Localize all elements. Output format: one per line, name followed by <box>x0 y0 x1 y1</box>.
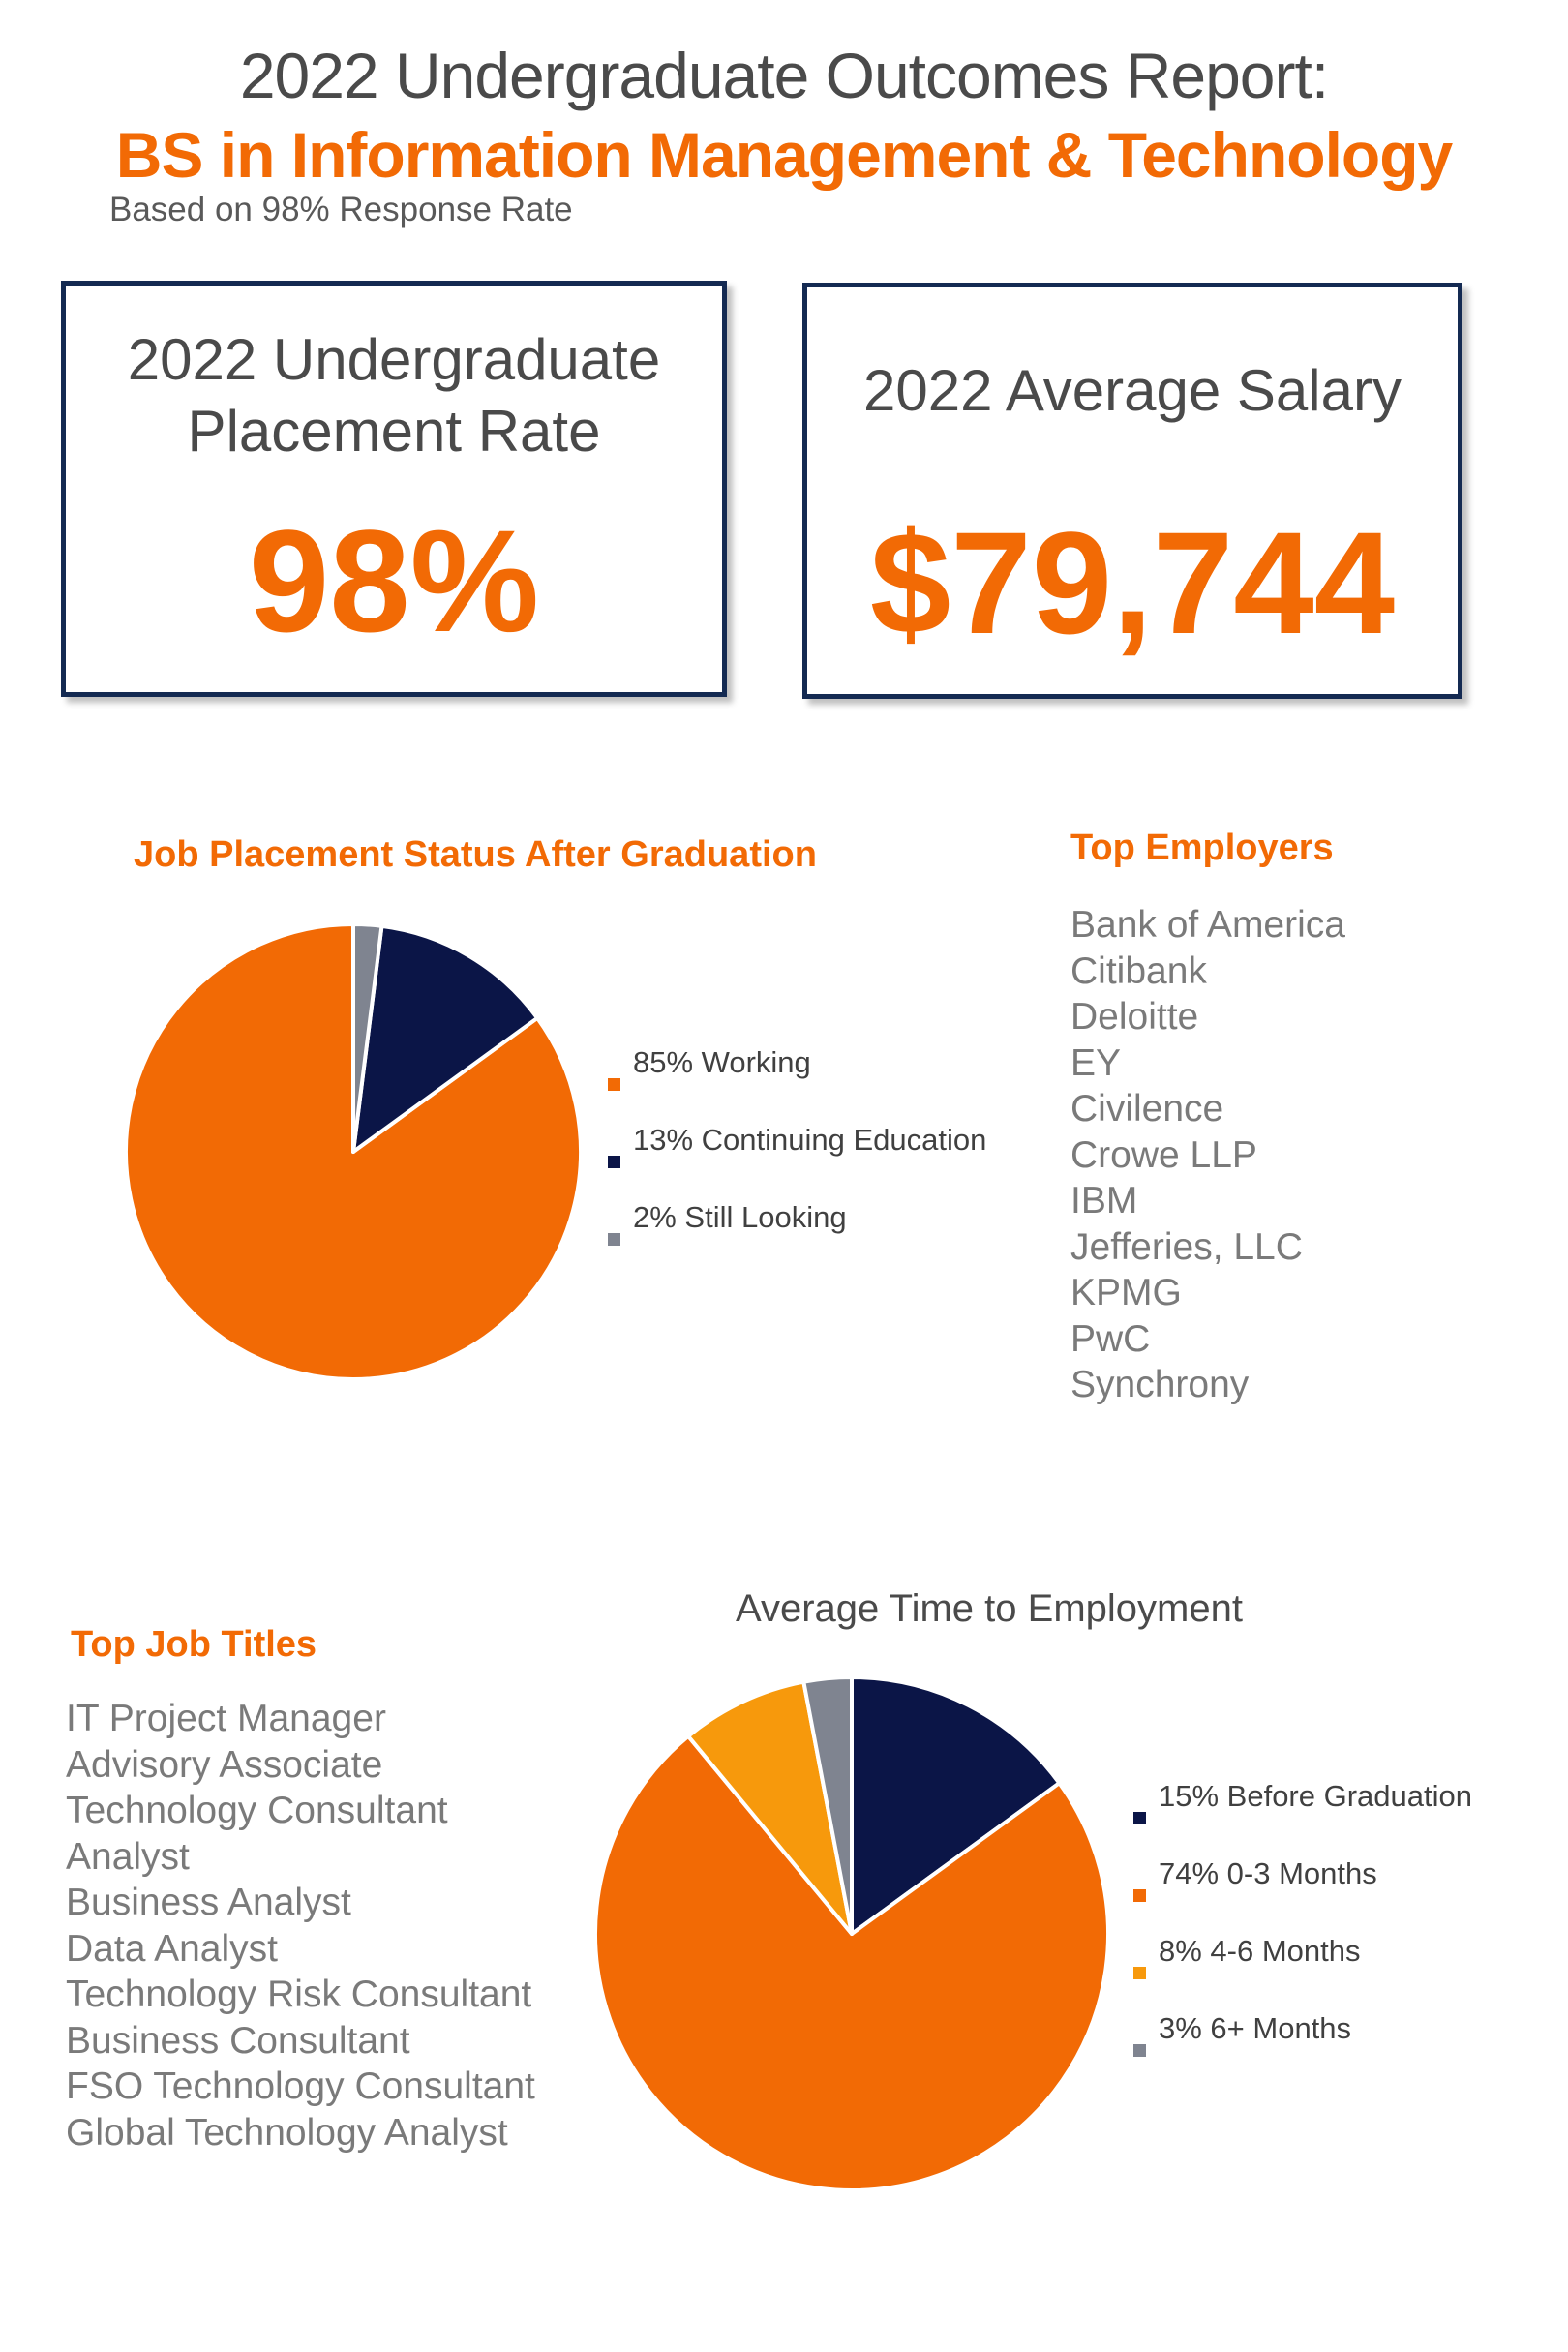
time-to-employment-chart-title: Average Time to Employment <box>736 1587 1243 1630</box>
legend-swatch <box>608 1156 620 1168</box>
job-status-chart-title: Job Placement Status After Graduation <box>134 834 817 875</box>
legend-item: 8% 4-6 Months <box>1133 1934 1472 2011</box>
legend-label: 13% Continuing Education <box>633 1123 987 1157</box>
average-salary-value: $79,744 <box>869 501 1396 664</box>
employer-item: IBM <box>1070 1180 1138 1221</box>
legend-label: 74% 0-3 Months <box>1159 1856 1377 1890</box>
legend-swatch <box>608 1078 620 1091</box>
time-to-employment-pie-chart <box>593 1675 1110 2192</box>
legend-swatch <box>608 1233 620 1246</box>
legend-label: 8% 4-6 Months <box>1159 1934 1361 1968</box>
legend-item: 2% Still Looking <box>608 1200 986 1278</box>
time-to-employment-legend: 15% Before Graduation 74% 0-3 Months 8% 4-… <box>1133 1779 1472 2089</box>
average-salary-label: 2022 Average Salary <box>863 358 1402 423</box>
employer-item: Deloitte <box>1070 996 1199 1038</box>
job-title-item: Technology Risk Consultant <box>66 1974 532 2015</box>
legend-item: 3% 6+ Months <box>1133 2011 1472 2089</box>
legend-item: 74% 0-3 Months <box>1133 1856 1472 1934</box>
legend-label: 3% 6+ Months <box>1159 2011 1352 2045</box>
report-title: 2022 Undergraduate Outcomes Report: <box>239 40 1329 111</box>
legend-swatch <box>1133 1812 1146 1824</box>
pie-slice <box>351 923 540 1154</box>
placement-rate-card: 2022 Undergraduate Placement Rate 98% <box>61 281 727 697</box>
employer-item: KPMG <box>1070 1272 1182 1313</box>
report-subtitle: BS in Information Management & Technolog… <box>115 119 1454 191</box>
job-title-item: FSO Technology Consultant <box>66 2066 535 2107</box>
average-salary-card: 2022 Average Salary $79,744 <box>802 283 1462 699</box>
legend-swatch <box>1133 1967 1146 1979</box>
job-title-item: Global Technology Analyst <box>66 2111 508 2154</box>
employer-item: Crowe LLP <box>1070 1133 1257 1176</box>
response-rate-note: Based on 98% Response Rate <box>109 191 573 228</box>
placement-rate-label-line1: 2022 Undergraduate <box>127 327 661 392</box>
legend-item: 85% Working <box>608 1045 986 1123</box>
legend-item: 15% Before Graduation <box>1133 1779 1472 1856</box>
legend-swatch <box>1133 2044 1146 2057</box>
employer-item: Jefferies, LLC <box>1070 1225 1303 1268</box>
placement-rate-value: 98% <box>248 499 540 662</box>
job-status-pie-chart <box>124 922 583 1381</box>
legend-label: 85% Working <box>633 1045 811 1079</box>
employer-item: PwC <box>1070 1317 1151 1360</box>
job-title-item: Data Analyst <box>66 1927 278 1970</box>
legend-label: 15% Before Graduation <box>1159 1779 1472 1813</box>
legend-label: 2% Still Looking <box>633 1200 847 1234</box>
top-employers-title: Top Employers <box>1070 828 1334 868</box>
pie-slice <box>850 1675 1062 1936</box>
employer-item: Bank of America <box>1070 904 1345 946</box>
top-job-titles-list: IT Project Manager Advisory Associate Tech… <box>66 1696 535 2156</box>
pie-slice <box>351 922 384 1154</box>
pie-slice <box>593 1734 1110 2192</box>
legend-item: 13% Continuing Education <box>608 1123 986 1200</box>
placement-rate-label: 2022 Undergraduate Placement Rate <box>66 324 722 467</box>
legend-swatch <box>1133 1889 1146 1902</box>
employer-item: Citibank <box>1070 950 1207 992</box>
pie-slice <box>801 1675 854 1936</box>
top-employers-list: Bank of America Citibank Deloitte EY Civilen… <box>1070 902 1345 1408</box>
job-title-item: Analyst <box>66 1835 190 1878</box>
job-title-item: Business Analyst <box>66 1882 351 1923</box>
job-status-legend: 85% Working 13% Continuing Education 2% St… <box>608 1045 986 1278</box>
employer-item: Civilence <box>1070 1088 1224 1130</box>
top-job-titles-title: Top Job Titles <box>71 1624 317 1665</box>
employer-item: EY <box>1070 1041 1122 1084</box>
job-title-item: Technology Consultant <box>66 1790 448 1831</box>
employer-item: Synchrony <box>1070 1364 1250 1405</box>
job-title-item: Business Consultant <box>66 2019 410 2062</box>
pie-slice <box>686 1679 854 1936</box>
placement-rate-label-line2: Placement Rate <box>187 399 601 464</box>
job-title-item: IT Project Manager <box>66 1698 386 1739</box>
job-title-item: Advisory Associate <box>66 1743 383 1786</box>
